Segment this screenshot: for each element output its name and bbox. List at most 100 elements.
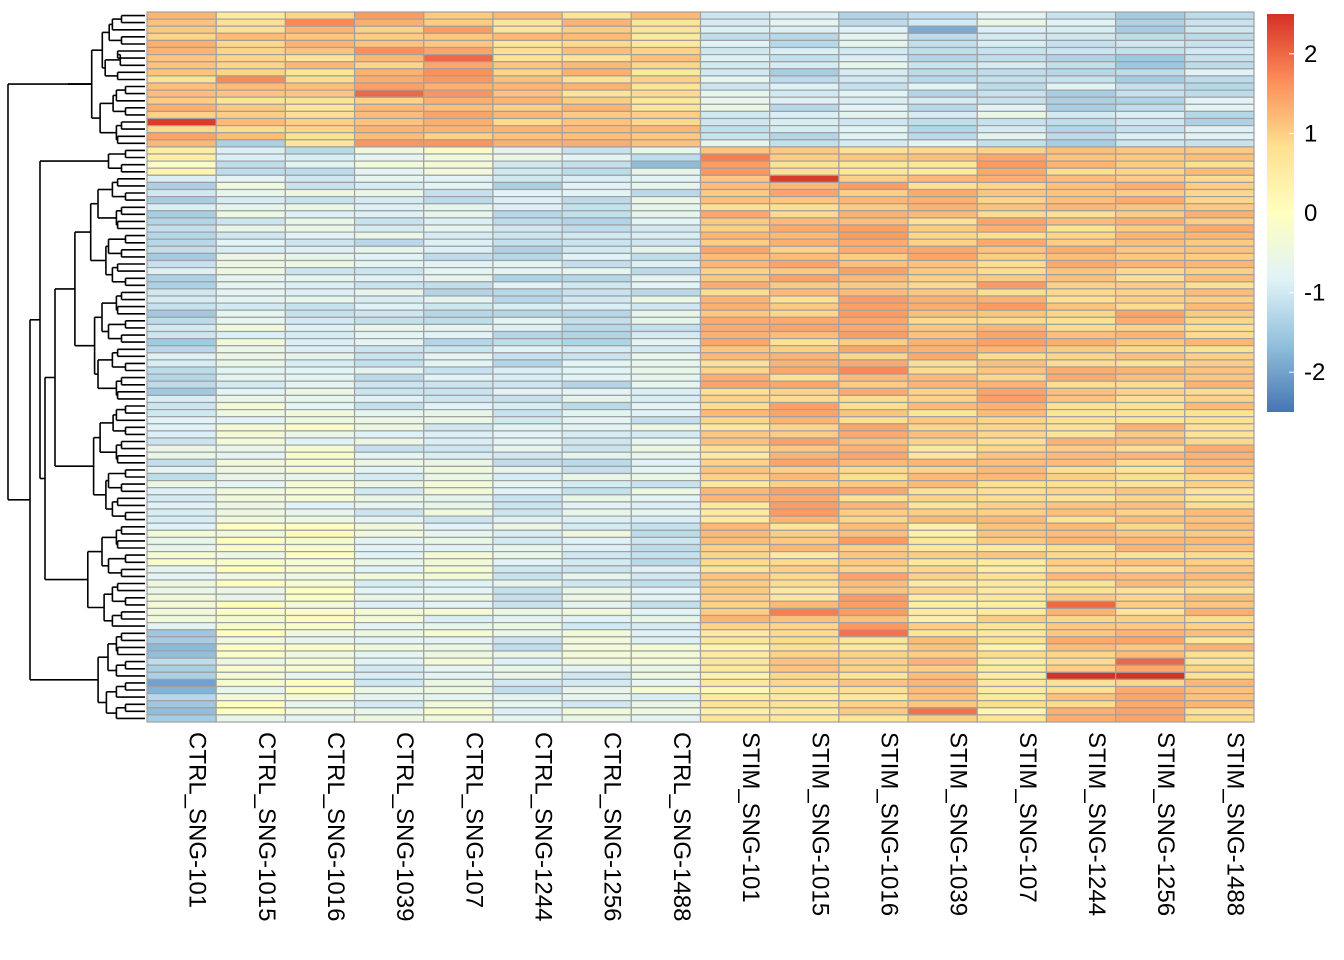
heatmap-cell <box>492 352 563 361</box>
heatmap-cell <box>769 309 840 318</box>
heatmap-cell <box>215 536 286 546</box>
heatmap-cell <box>353 671 425 680</box>
heatmap-cell <box>215 586 286 595</box>
heatmap-cell <box>492 82 563 91</box>
heatmap-cell <box>146 451 217 460</box>
heatmap-cell <box>146 480 217 489</box>
heatmap-cell <box>284 664 356 673</box>
heatmap-cell <box>838 480 909 489</box>
heatmap-cell <box>699 636 771 645</box>
heatmap-cell <box>907 458 978 467</box>
heatmap-cell <box>976 700 1048 709</box>
heatmap-cell <box>561 217 632 226</box>
heatmap-cell <box>561 700 632 709</box>
heatmap-cell <box>284 288 356 297</box>
heatmap-cell <box>146 472 217 482</box>
heatmap-cell <box>1184 167 1255 176</box>
heatmap-cell <box>561 558 632 567</box>
heatmap-cell <box>769 181 840 191</box>
heatmap-cell <box>1115 295 1186 304</box>
heatmap-cell <box>146 586 217 595</box>
heatmap-cell <box>284 636 356 645</box>
heatmap-cell <box>1115 96 1186 105</box>
heatmap-cell <box>907 139 978 148</box>
heatmap-cell <box>1115 373 1186 382</box>
heatmap-cell <box>976 451 1048 460</box>
heatmap-cell <box>630 217 702 226</box>
heatmap-cell <box>1184 316 1255 325</box>
heatmap-cell <box>353 664 425 673</box>
heatmap-cell <box>561 160 632 169</box>
heatmap-cell <box>769 444 840 453</box>
heatmap-cell <box>838 394 909 404</box>
heatmap-cell <box>561 508 632 517</box>
heatmap-cell <box>907 210 978 219</box>
heatmap-cell <box>907 25 978 34</box>
heatmap-cell <box>215 153 286 162</box>
heatmap-cell <box>1115 224 1186 233</box>
heatmap-cell <box>561 330 632 340</box>
heatmap-cell <box>561 203 632 212</box>
heatmap-cell <box>1184 174 1255 184</box>
heatmap-cell <box>907 267 978 276</box>
heatmap-cell <box>215 224 286 233</box>
heatmap-cell <box>215 288 286 297</box>
heatmap-cell <box>838 359 909 368</box>
heatmap-cell <box>769 664 840 673</box>
heatmap-cell <box>769 678 840 688</box>
heatmap-cell <box>215 543 286 553</box>
heatmap-cell <box>215 352 286 361</box>
heatmap-cell <box>699 210 771 219</box>
heatmap-cell <box>353 89 425 98</box>
heatmap-cell <box>423 89 494 98</box>
heatmap-cell <box>353 586 425 595</box>
heatmap-cell <box>215 259 286 269</box>
heatmap-cell <box>838 281 909 290</box>
heatmap-cell <box>492 522 563 531</box>
heatmap-cell <box>146 671 217 680</box>
heatmap-cell <box>1045 352 1117 361</box>
heatmap-cell <box>284 416 356 425</box>
heatmap-cell <box>215 600 286 609</box>
heatmap-cell <box>1184 146 1255 155</box>
heatmap-cell <box>146 316 217 325</box>
heatmap-cell <box>769 338 840 347</box>
heatmap-cell <box>838 586 909 595</box>
heatmap-cell <box>353 558 425 567</box>
heatmap-cell <box>630 231 702 240</box>
heatmap-cell <box>561 494 632 503</box>
heatmap-cell <box>976 444 1048 453</box>
heatmap-cell <box>907 302 978 311</box>
heatmap-cell <box>561 259 632 269</box>
heatmap-cell <box>838 245 909 255</box>
heatmap-cell <box>907 621 978 631</box>
heatmap-cell <box>423 678 494 688</box>
heatmap-cell <box>630 480 702 489</box>
heatmap-cell <box>838 515 909 524</box>
heatmap-cell <box>284 714 356 723</box>
heatmap-cell <box>284 132 356 141</box>
heatmap-cell <box>353 614 425 624</box>
heatmap-cell <box>146 323 217 333</box>
heatmap-cell <box>630 494 702 503</box>
heatmap-cell <box>423 75 494 84</box>
heatmap-cell <box>284 437 356 446</box>
heatmap-cell <box>423 203 494 212</box>
heatmap-cell <box>630 295 702 304</box>
heatmap-cell <box>1115 714 1186 723</box>
heatmap-cell <box>976 373 1048 382</box>
heatmap-cell <box>353 103 425 113</box>
heatmap-cell <box>561 238 632 247</box>
heatmap-cell <box>423 508 494 517</box>
heatmap-cell <box>284 124 356 134</box>
heatmap-cell <box>976 117 1048 127</box>
heatmap-cell <box>353 174 425 184</box>
heatmap-cell <box>1184 423 1255 432</box>
heatmap-cell <box>146 501 217 510</box>
heatmap-cell <box>215 174 286 184</box>
heatmap-cell <box>561 394 632 404</box>
heatmap-cell <box>1184 196 1255 205</box>
heatmap-cell <box>215 409 286 418</box>
heatmap-cell <box>353 309 425 318</box>
heatmap-cell <box>630 46 702 56</box>
